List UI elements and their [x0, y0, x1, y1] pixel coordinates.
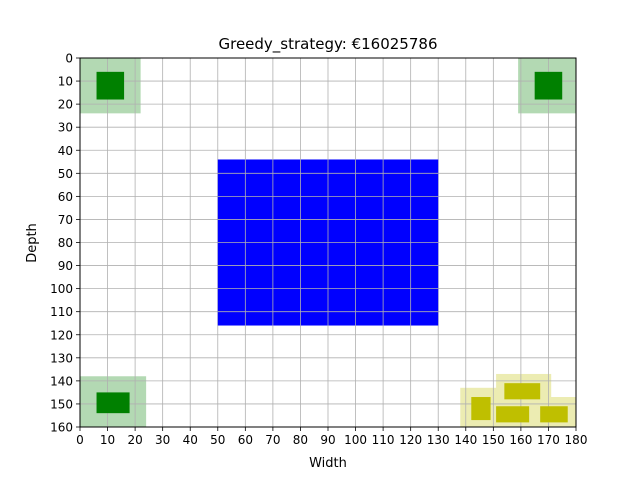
y-tick-label: 100: [50, 282, 73, 296]
x-tick-label: 50: [210, 433, 225, 447]
main-block-layer: [217, 159, 439, 326]
y-tick-label: 40: [58, 144, 73, 158]
x-tick-label: 180: [565, 433, 588, 447]
y-tick-label: 20: [58, 98, 73, 112]
item-rect: [471, 397, 491, 421]
y-tick-label: 90: [58, 259, 73, 273]
x-tick-label: 10: [100, 433, 115, 447]
x-tick-label: 20: [127, 433, 142, 447]
items: [96, 71, 568, 423]
x-tick-label: 40: [183, 433, 198, 447]
x-tick-label: 30: [155, 433, 170, 447]
item-rect: [96, 392, 130, 414]
y-tick-label: 80: [58, 236, 73, 250]
x-tick-label: 100: [344, 433, 367, 447]
x-tick-label: 0: [76, 433, 84, 447]
y-axis-label: Depth: [25, 223, 40, 263]
y-tick-label: 140: [50, 374, 73, 388]
x-axis-label: Width: [309, 456, 347, 471]
item-rect: [540, 406, 568, 423]
y-axis-ticks: 0 10 20 30 40 50 60 70 80 90 100 110 120 130 140 150 160: [50, 52, 80, 435]
y-tick-label: 0: [65, 52, 73, 66]
x-tick-label: 130: [427, 433, 450, 447]
x-tick-label: 120: [399, 433, 422, 447]
x-tick-label: 150: [482, 433, 505, 447]
chart-title: Greedy_strategy: €16025786: [218, 35, 437, 54]
item-rect: [96, 71, 125, 100]
x-tick-label: 160: [509, 433, 532, 447]
item-rect: [534, 71, 563, 100]
item-rect: [496, 406, 530, 423]
item-rect: [504, 383, 541, 400]
x-tick-label: 140: [454, 433, 477, 447]
x-tick-label: 110: [372, 433, 395, 447]
x-tick-label: 170: [537, 433, 560, 447]
x-tick-label: 90: [320, 433, 335, 447]
y-tick-label: 130: [50, 351, 73, 365]
y-tick-label: 70: [58, 213, 73, 227]
x-tick-label: 60: [238, 433, 253, 447]
y-tick-label: 30: [58, 121, 73, 135]
y-tick-label: 150: [50, 397, 73, 411]
x-tick-label: 80: [293, 433, 308, 447]
y-tick-label: 10: [58, 75, 73, 89]
x-tick-label: 70: [265, 433, 280, 447]
y-tick-label: 60: [58, 190, 73, 204]
x-axis-ticks: 0 10 20 30 40 50 60 70 80 90 100 110 120 130 140 150 160…: [76, 427, 587, 447]
y-tick-label: 160: [50, 421, 73, 435]
y-tick-label: 110: [50, 305, 73, 319]
y-tick-label: 120: [50, 328, 73, 342]
y-tick-label: 50: [58, 167, 73, 181]
